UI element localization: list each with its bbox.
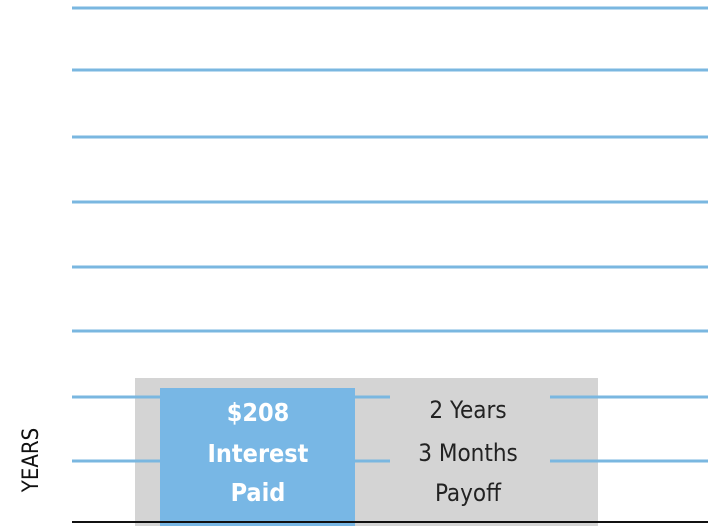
payoff-label: 2 Years — [429, 396, 506, 424]
bar-label: Paid — [231, 478, 286, 507]
bar-label: Interest — [208, 439, 309, 468]
interest-bar — [160, 388, 355, 526]
y-axis-label: YEARS — [19, 428, 44, 493]
grid-lower — [72, 395, 708, 463]
payoff-label: 3 Months — [418, 439, 518, 467]
bar-label: $208 — [227, 398, 290, 427]
payoff-label: Payoff — [435, 479, 502, 507]
grid — [72, 6, 708, 333]
